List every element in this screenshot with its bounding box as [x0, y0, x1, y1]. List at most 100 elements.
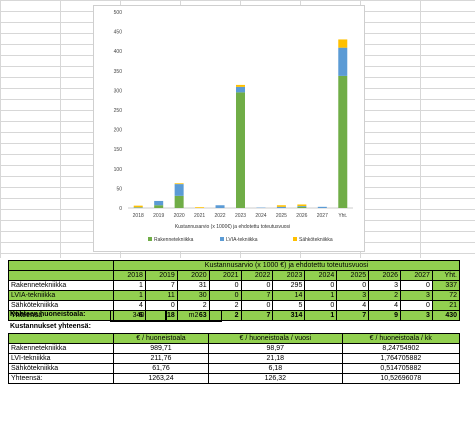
- year-header: 2018: [113, 270, 146, 281]
- table-cell[interactable]: 0: [400, 300, 433, 311]
- bar-segment-rakennetekniikka: [338, 75, 348, 208]
- table-cell[interactable]: 0: [208, 280, 242, 291]
- table-cell[interactable]: 0: [304, 280, 338, 291]
- y-tick-label: 150: [114, 147, 123, 153]
- year-header: 2025: [336, 270, 370, 281]
- total-cell: 7: [240, 310, 274, 321]
- row-label: Rakennetekniikka: [8, 343, 114, 354]
- table-cell[interactable]: 21: [431, 300, 461, 311]
- table-cell[interactable]: 2: [176, 300, 210, 311]
- bar-segment-lvia-tekniikka: [276, 206, 286, 208]
- x-tick-label: 2025: [276, 213, 287, 219]
- x-tick-label: 2020: [174, 213, 185, 219]
- y-tick-label: 200: [114, 128, 123, 134]
- bar-segment-lvia-tekniikka: [154, 200, 164, 206]
- table-cell[interactable]: 0: [144, 300, 178, 311]
- table-cell[interactable]: 1,764705882: [341, 353, 461, 364]
- bar-segment-lvia-tekniikka: [215, 205, 225, 208]
- total-label: Yhteensä: [8, 310, 114, 321]
- bar-segment-sähkötekniikka: [236, 84, 245, 87]
- table-cell[interactable]: 14: [272, 290, 306, 301]
- table-cell[interactable]: 3: [400, 290, 433, 301]
- total-row: Yhteensä 6 18 63 2 7 314 1 7 9 3 430: [8, 310, 461, 321]
- table-cell[interactable]: 11: [144, 290, 178, 301]
- table-cell[interactable]: 6,18: [207, 363, 343, 374]
- costs-header: € / huoneistoala / kk: [341, 333, 461, 344]
- table-cell[interactable]: 337: [431, 280, 461, 291]
- table-cell[interactable]: 989,71: [113, 343, 209, 354]
- table-corner: [8, 260, 114, 271]
- bar-segment-sähkötekniikka: [338, 39, 348, 48]
- table-cell[interactable]: 4: [113, 300, 146, 311]
- table-cell[interactable]: 295: [272, 280, 306, 291]
- costs-corner: [8, 333, 114, 344]
- table-row: Sähkötekniikka 4 0 2 2 0 5 0 4 4 0 21: [8, 300, 461, 311]
- area-value-cell[interactable]: 340: [110, 310, 167, 322]
- table-cell[interactable]: 126,32: [207, 373, 343, 384]
- x-axis-title: Kustannusarvio (x 1000€) ja ehdotettu to…: [175, 224, 290, 230]
- table-cell[interactable]: 10,52696078: [341, 373, 461, 384]
- table-cell[interactable]: 3: [336, 290, 370, 301]
- bar-segment-sähkötekniikka: [174, 183, 184, 185]
- bar-segment-lvia-tekniikka: [297, 206, 307, 207]
- table-cell[interactable]: 72: [431, 290, 461, 301]
- bar-segment-sähkötekniikka: [276, 205, 286, 207]
- table-cell[interactable]: 0: [240, 280, 274, 291]
- chart-area[interactable]: 0 50 100 150 200 250 300 350 400 450 500 2018 2019 20…: [93, 5, 365, 252]
- total-cell: 430: [431, 310, 461, 321]
- bar-segment-rakennetekniikka: [236, 92, 245, 208]
- table-cell[interactable]: 1: [113, 280, 146, 291]
- table-cell[interactable]: 31: [176, 280, 210, 291]
- table-cell[interactable]: 3: [368, 280, 402, 291]
- year-header-row: 2018 2019 2020 2021 2022 2023 2024 2025 2026 2027…: [8, 270, 461, 281]
- table-cell[interactable]: 211,76: [113, 353, 209, 364]
- total-cell: 7: [336, 310, 370, 321]
- y-tick-label: 350: [114, 69, 123, 75]
- table-cell[interactable]: 7: [240, 290, 274, 301]
- table-row: Rakennetekniikka 989,71 98,97 8,24754902: [8, 343, 461, 354]
- year-header: 2022: [240, 270, 274, 281]
- row-label: LVIA-tekniikka: [8, 290, 114, 301]
- table-cell[interactable]: 21,18: [207, 353, 343, 364]
- table-cell[interactable]: 0: [400, 280, 433, 291]
- table-cell[interactable]: 2: [368, 290, 402, 301]
- table-cell[interactable]: 2: [208, 300, 242, 311]
- table-cell[interactable]: 30: [176, 290, 210, 301]
- x-tick-label: 2021: [194, 213, 205, 219]
- costs-header: € / huoneistoala: [113, 333, 209, 344]
- table-cell[interactable]: 0: [336, 280, 370, 291]
- table-cell[interactable]: 0,514705882: [341, 363, 461, 374]
- table-cell[interactable]: 5: [272, 300, 306, 311]
- table-cell[interactable]: 0: [304, 300, 338, 311]
- table-cell[interactable]: 4: [336, 300, 370, 311]
- table-cell[interactable]: 1: [304, 290, 338, 301]
- table-cell[interactable]: 7: [144, 280, 178, 291]
- table-cell[interactable]: 0: [240, 300, 274, 311]
- y-tick-label: 100: [114, 167, 123, 173]
- table-cell[interactable]: 1: [113, 290, 146, 301]
- table-cell[interactable]: 4: [368, 300, 402, 311]
- table-cell[interactable]: 1263,24: [113, 373, 209, 384]
- legend-label: Sähkötekniikka: [299, 237, 333, 243]
- y-tick-label: 50: [116, 186, 122, 192]
- bar-segment-lvia-tekniikka: [236, 86, 245, 93]
- table-cell[interactable]: 61,76: [113, 363, 209, 374]
- legend-label: LVIA-tekniikka: [226, 237, 258, 243]
- bar-segment-rakennetekniikka: [174, 195, 184, 208]
- table-cell[interactable]: 98,97: [207, 343, 343, 354]
- table-cell[interactable]: 8,24754902: [341, 343, 461, 354]
- row-label: Rakennetekniikka: [8, 280, 114, 291]
- costs-header: € / huoneistoala / vuosi: [207, 333, 343, 344]
- y-tick-label: 250: [114, 108, 123, 114]
- x-tick-label: 2026: [296, 213, 307, 219]
- x-tick-label: 2018: [133, 213, 144, 219]
- area-value: 340: [132, 312, 145, 319]
- y-tick-label: 300: [114, 88, 123, 94]
- table-cell[interactable]: 0: [208, 290, 242, 301]
- total-cell: 9: [368, 310, 402, 321]
- legend-swatch: [220, 237, 224, 241]
- total-cell: 3: [400, 310, 433, 321]
- area-label: Kohteen huoneistoala:: [10, 311, 86, 318]
- year-header: 2023: [272, 270, 306, 281]
